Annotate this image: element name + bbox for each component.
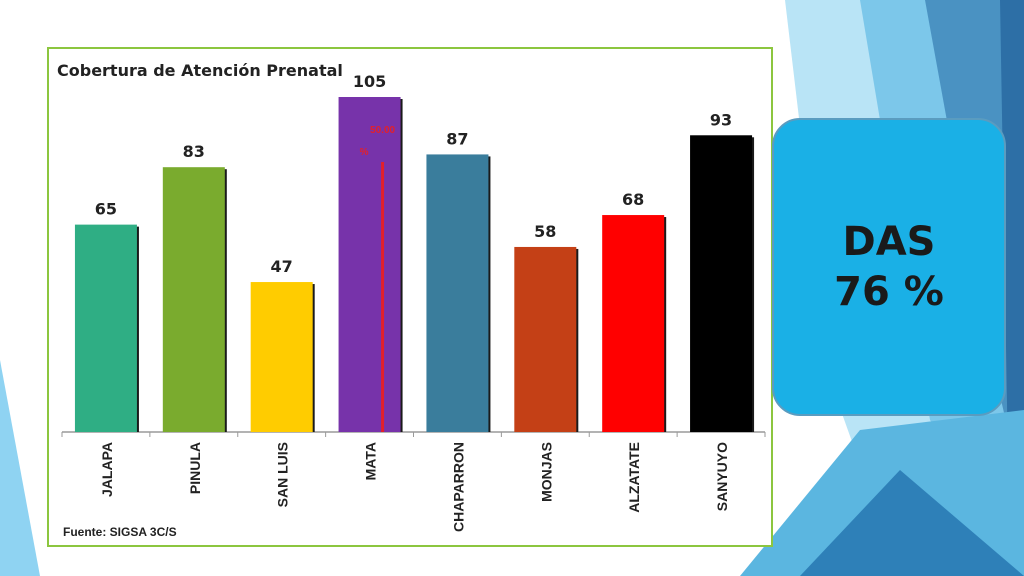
data-label: 58 (534, 222, 556, 241)
x-tick-label: JALAPA (99, 442, 115, 497)
data-label: 93 (710, 110, 732, 129)
bar-monjas (514, 246, 577, 432)
chart-frame: 65 JALAPA 83 PINULA 47 SAN LUIS 105 MATA 87 CHAPA… (47, 47, 773, 547)
x-tick-label: SAN LUIS (275, 442, 291, 507)
x-tick-label: ALZATATE (626, 442, 642, 513)
bar-alzatate (602, 215, 665, 432)
summary-box: DAS 76 % (772, 118, 1006, 416)
data-label: 105 (353, 72, 386, 91)
data-label: 68 (622, 190, 644, 209)
x-tick-label: MATA (363, 442, 379, 480)
data-label: 87 (446, 129, 468, 148)
x-tick-label: SANYUYO (714, 442, 730, 511)
source-note: Fuente: SIGSA 3C/S (63, 525, 177, 539)
chart-title: Cobertura de Atención Prenatal (57, 61, 343, 80)
bg-shape-left (0, 360, 40, 576)
annotation-unit: % (360, 147, 369, 158)
summary-label: DAS (842, 219, 936, 265)
bar-jalapa (74, 224, 137, 432)
data-label: 83 (183, 142, 205, 161)
data-label: 47 (271, 257, 293, 276)
bg-shape-bottom-right-dark (800, 470, 1024, 576)
x-tick-label: PINULA (187, 442, 203, 494)
bar-chaparron (426, 154, 489, 432)
data-label: 65 (95, 200, 117, 219)
bar-san-luis (250, 282, 313, 432)
summary-value: 76 % (834, 269, 944, 315)
bar-pinula (162, 167, 225, 432)
x-tick-label: MONJAS (538, 442, 554, 502)
x-tick-label: CHAPARRON (450, 442, 466, 532)
annotation-label: 50.00 (370, 125, 395, 136)
bar-mata (338, 97, 401, 432)
bar-chart: 65 JALAPA 83 PINULA 47 SAN LUIS 105 MATA 87 CHAPA… (61, 72, 766, 532)
bar-sanyuyo (690, 135, 753, 432)
